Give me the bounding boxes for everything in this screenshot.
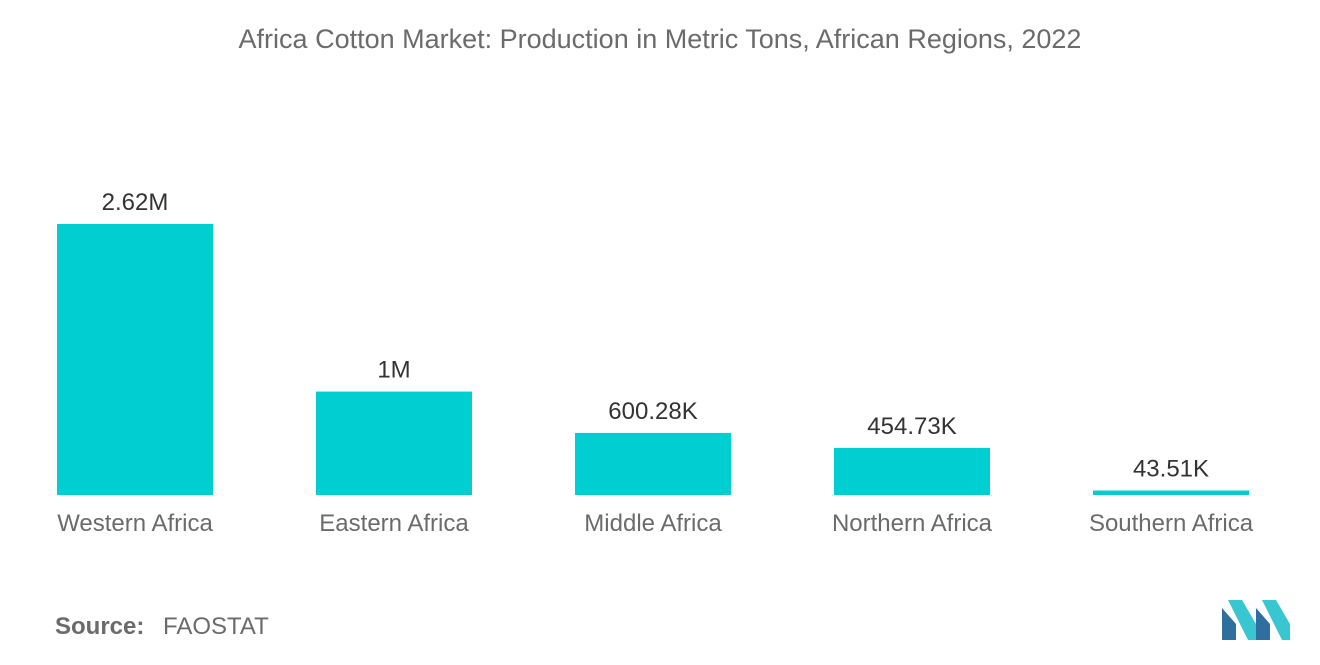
data-label: 600.28K [608,398,697,425]
x-tick-label: Northern Africa [832,510,993,537]
bar-northern-africa [834,447,990,495]
x-tick-label: Southern Africa [1089,510,1254,537]
bar-middle-africa [575,432,731,495]
data-label: 454.73K [867,413,956,440]
data-label: 1M [377,357,410,384]
source-label: Source: [55,613,145,640]
x-tick-label: Middle Africa [584,510,722,537]
data-label: 2.62M [102,189,169,216]
data-label: 43.51K [1133,455,1209,482]
chart-title: Africa Cotton Market: Production in Metr… [238,24,1082,54]
source-note: Source: FAOSTAT [55,613,269,641]
x-tick-label: Eastern Africa [319,510,469,537]
bar-western-africa [57,224,213,495]
brand-logo-icon [1222,600,1290,640]
bar-eastern-africa [316,391,472,495]
source-value: FAOSTAT [163,613,269,640]
bar-southern-africa [1093,490,1249,495]
x-tick-label: Western Africa [57,510,213,537]
